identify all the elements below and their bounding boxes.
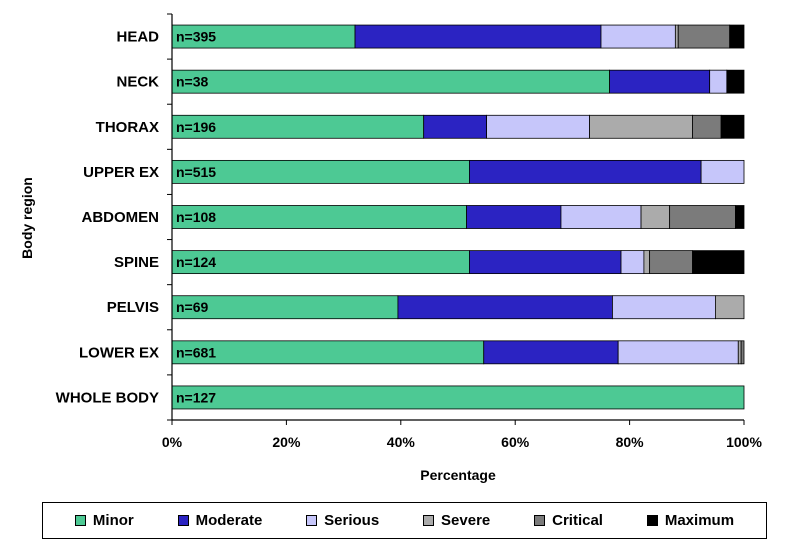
- bar-segment-severe: [643, 250, 651, 275]
- category-label: WHOLE BODY: [56, 389, 159, 406]
- bar-segment-minor: [171, 340, 485, 365]
- bar-segment-serious: [617, 340, 739, 365]
- bar-segment-severe: [674, 24, 679, 49]
- bar-segment-serious: [560, 205, 642, 229]
- category-label: HEAD: [116, 29, 159, 46]
- bar-segment-critical: [692, 114, 722, 139]
- axes-layer: 0% 20% 40% 60% 80% 100%: [162, 13, 762, 450]
- legend-item-minor: Minor: [74, 512, 134, 529]
- legend-swatch: [534, 515, 546, 526]
- bar-segment-maximum: [726, 69, 745, 94]
- x-tick-label: 80%: [616, 434, 645, 450]
- sample-size-label: n=108: [176, 209, 216, 225]
- bar-segment-moderate: [466, 205, 562, 229]
- category-label: PELVIS: [107, 299, 159, 316]
- bar-segment-critical: [677, 24, 731, 49]
- bar-segment-serious: [600, 24, 676, 49]
- bar-segment-serious: [620, 250, 645, 275]
- sample-size-label: n=395: [176, 29, 216, 45]
- bar-segment-critical: [669, 205, 736, 229]
- x-tick-label: 60%: [501, 434, 530, 450]
- legend: Minor Moderate Serious Severe Critical Maximu…: [42, 502, 767, 539]
- labels-layer: HEAD n=395 NECK n=38 THORAX n=196 UPPER EX n=51…: [56, 29, 217, 407]
- legend-swatch: [646, 515, 658, 526]
- bar-segment-moderate: [469, 159, 702, 184]
- legend-label: Minor: [92, 512, 134, 529]
- legend-swatch: [74, 515, 86, 526]
- bar-segment-severe: [640, 205, 671, 229]
- bar-segment-serious: [700, 159, 745, 184]
- legend-label: Critical: [552, 512, 603, 529]
- sample-size-label: n=124: [176, 254, 216, 270]
- bar-segment-moderate: [469, 250, 622, 275]
- legend-item-severe: Severe: [423, 512, 490, 529]
- category-label: UPPER EX: [83, 164, 159, 181]
- legend-swatch: [177, 515, 189, 526]
- bar-segment-severe: [715, 295, 745, 320]
- category-label: SPINE: [114, 254, 159, 271]
- bar-segment-critical: [740, 340, 745, 365]
- legend-label: Moderate: [195, 512, 263, 529]
- legend-label: Serious: [324, 512, 380, 529]
- sample-size-label: n=681: [176, 344, 216, 360]
- x-tick-label: 0%: [162, 434, 183, 450]
- legend-label: Severe: [441, 512, 491, 529]
- y-axis-title: Body region: [19, 177, 35, 259]
- sample-size-label: n=515: [176, 164, 216, 180]
- legend-item-critical: Critical: [534, 512, 603, 529]
- bar-segment-moderate: [423, 114, 487, 139]
- legend-item-moderate: Moderate: [177, 512, 263, 529]
- bar-segment-moderate: [354, 24, 602, 49]
- category-label: NECK: [116, 74, 159, 91]
- bar-segment-moderate: [609, 69, 711, 94]
- bar-segment-moderate: [397, 295, 613, 320]
- bar-segment-maximum: [692, 250, 745, 275]
- legend-swatch: [306, 515, 318, 526]
- bars-layer: [171, 24, 745, 410]
- x-tick-label: 40%: [387, 434, 416, 450]
- bar-segment-maximum: [735, 205, 745, 229]
- bar-segment-minor: [171, 69, 610, 94]
- bar-segment-critical: [649, 250, 693, 275]
- sample-size-label: n=69: [176, 299, 209, 315]
- x-tick-label: 20%: [272, 434, 301, 450]
- bar-segment-minor: [171, 250, 470, 275]
- legend-item-serious: Serious: [306, 512, 379, 529]
- bar-segment-severe: [737, 340, 742, 365]
- bar-segment-serious: [709, 69, 728, 94]
- category-label: THORAX: [96, 119, 159, 136]
- bar-segment-minor: [171, 385, 745, 410]
- bar-segment-minor: [171, 159, 470, 184]
- sample-size-label: n=196: [176, 119, 216, 135]
- sample-size-label: n=127: [176, 389, 216, 405]
- bar-segment-maximum: [729, 24, 745, 49]
- bar-segment-maximum: [720, 114, 745, 139]
- bar-segment-serious: [486, 114, 590, 139]
- x-tick-label: 100%: [726, 434, 762, 450]
- chart: HEAD n=395 NECK n=38 THORAX n=196 UPPER EX n=51…: [19, 13, 762, 483]
- legend-item-maximum: Maximum: [646, 512, 735, 529]
- category-label: ABDOMEN: [82, 209, 160, 226]
- sample-size-label: n=38: [176, 74, 209, 90]
- bar-segment-moderate: [483, 340, 619, 365]
- legend-swatch: [423, 515, 435, 526]
- bar-segment-serious: [612, 295, 716, 320]
- legend-label: Maximum: [664, 512, 735, 529]
- category-label: LOWER EX: [79, 344, 159, 361]
- bar-segment-minor: [171, 205, 467, 229]
- bar-segment-severe: [589, 114, 693, 139]
- x-axis-title: Percentage: [420, 467, 496, 483]
